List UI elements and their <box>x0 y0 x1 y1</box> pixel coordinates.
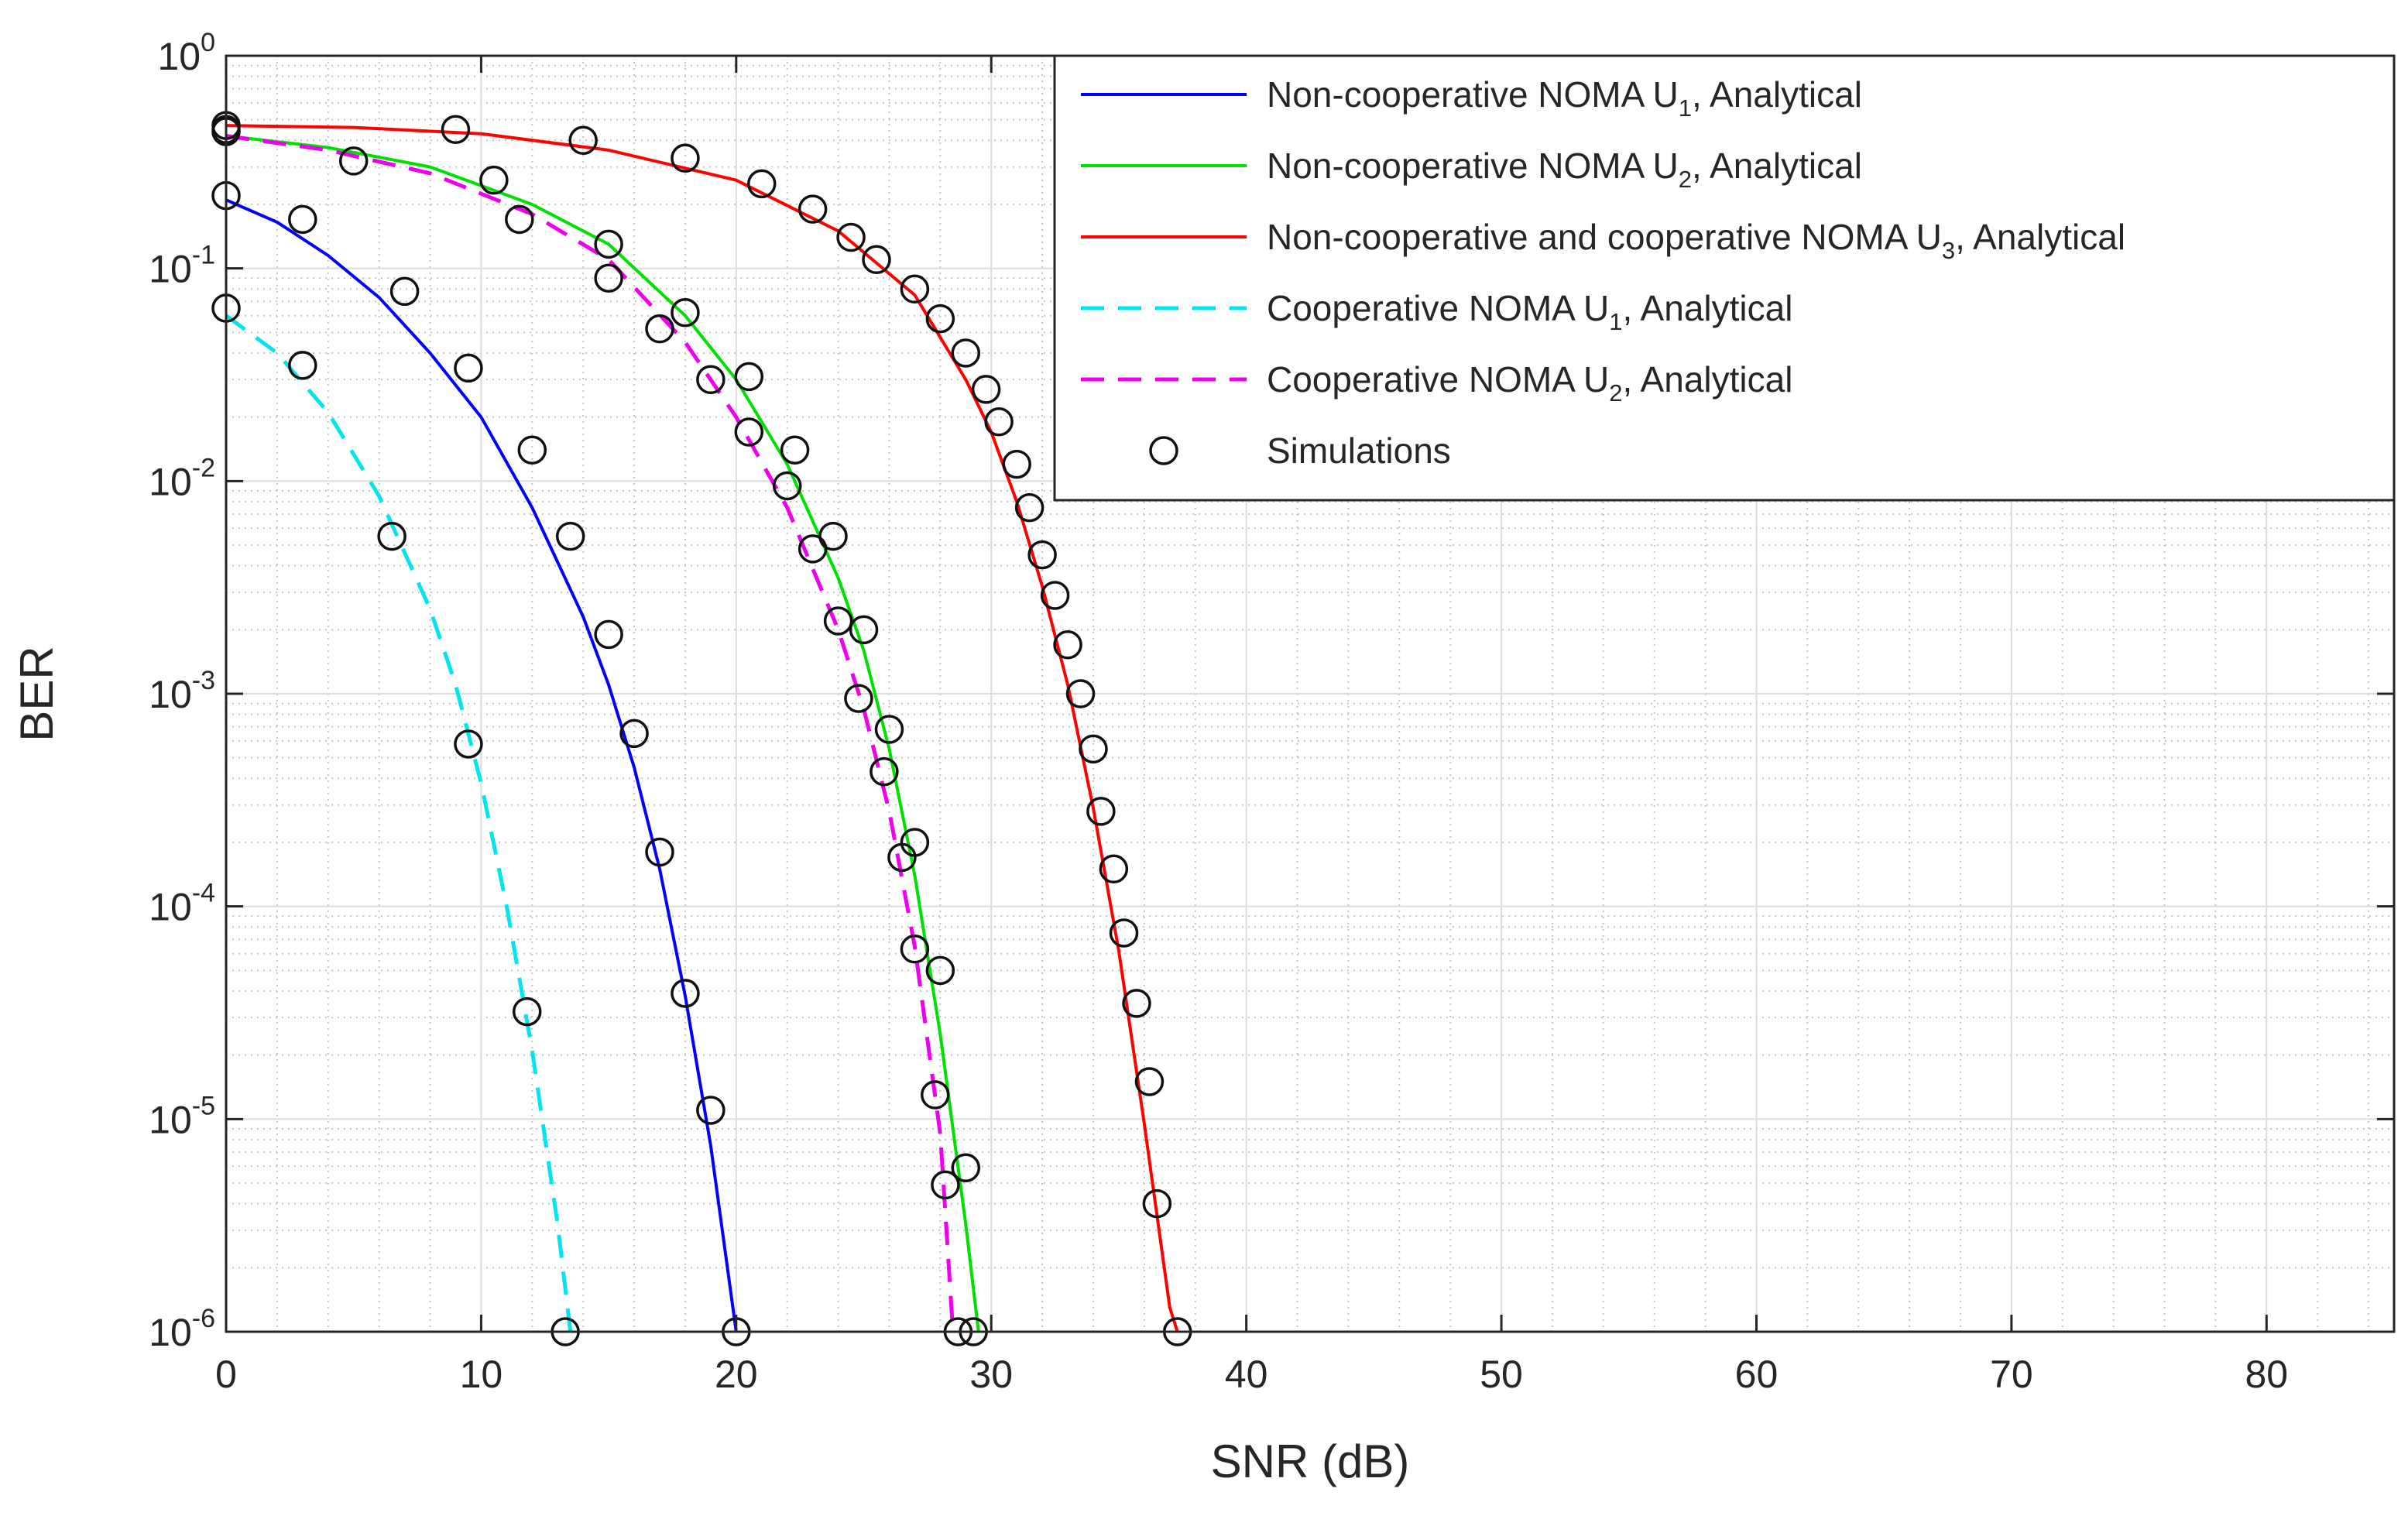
x-tick-label: 60 <box>1735 1353 1779 1396</box>
simulation-marker <box>377 521 406 551</box>
y-tick-label: 100 <box>157 28 215 78</box>
simulation-marker <box>555 521 585 551</box>
simulation-marker <box>1122 989 1151 1018</box>
legend-label-2: Non-cooperative NOMA U2, Analytical <box>1267 146 1862 193</box>
simulation-marker <box>1053 629 1082 660</box>
legend-label-simulations: Simulations <box>1267 430 1451 471</box>
simulation-marker <box>844 684 873 713</box>
simulation-marker <box>696 1096 725 1125</box>
simulation-marker <box>971 375 1001 404</box>
simulation-marker <box>925 304 955 334</box>
simulation-marker <box>1065 679 1096 708</box>
y-tick-label: 10-3 <box>149 666 215 716</box>
simulation-marker <box>594 619 623 650</box>
x-axis-label: SNR (dB) <box>1211 1435 1410 1487</box>
major-grid <box>226 56 2394 1332</box>
simulation-marker <box>931 1170 960 1200</box>
simulation-marker <box>734 417 764 447</box>
simulation-marker <box>951 338 981 368</box>
y-tick-label: 10-4 <box>149 879 215 929</box>
x-tick-label: 20 <box>715 1353 758 1396</box>
simulation-marker <box>798 194 828 224</box>
simulation-marker <box>338 146 369 176</box>
y-tick-label: 10-1 <box>149 241 215 291</box>
y-tick-label: 10-6 <box>149 1304 215 1354</box>
legend-label-1: Non-cooperative NOMA U1, Analytical <box>1267 74 1862 122</box>
simulation-marker <box>671 143 700 173</box>
legend-marker-simulations <box>1149 436 1178 465</box>
simulation-marker <box>645 837 674 867</box>
y-tick-label: 10-5 <box>149 1091 215 1141</box>
simulation-marker <box>479 165 509 195</box>
y-tick-label: 10-2 <box>149 453 215 503</box>
simulation-marker <box>900 828 930 857</box>
simulation-marker <box>1109 918 1139 948</box>
simulation-marker <box>619 719 649 749</box>
simulation-marker <box>818 521 848 551</box>
simulation-marker <box>1040 581 1070 610</box>
simulation-marker <box>1134 1067 1165 1096</box>
x-tick-label: 50 <box>1480 1353 1523 1396</box>
x-tick-label: 0 <box>215 1353 237 1396</box>
simulation-marker <box>951 1153 981 1183</box>
simulation-marker <box>1027 540 1057 570</box>
simulation-marker <box>1099 854 1129 884</box>
simulation-marker <box>454 353 483 383</box>
series-line-5 <box>225 134 955 1333</box>
simulation-markers <box>211 111 1192 1346</box>
simulation-marker <box>900 274 930 304</box>
simulation-marker <box>772 471 802 501</box>
simulation-marker <box>454 729 483 759</box>
simulation-marker <box>734 362 764 392</box>
simulation-marker <box>780 435 810 465</box>
simulation-marker <box>568 125 598 156</box>
simulation-marker <box>288 351 317 380</box>
simulation-marker <box>671 979 700 1008</box>
x-tick-labels: 0 10 20 30 40 50 60 70 80 <box>215 1353 2288 1396</box>
x-tick-label: 30 <box>969 1353 1013 1396</box>
simulation-marker <box>389 276 420 307</box>
simulation-marker <box>747 169 777 199</box>
simulation-marker <box>288 204 317 235</box>
simulation-marker <box>836 222 866 252</box>
simulation-marker <box>1086 797 1116 826</box>
simulation-marker <box>441 115 471 145</box>
simulation-marker <box>671 297 700 328</box>
simulation-marker <box>849 615 879 645</box>
legend-label-4: Cooperative NOMA U1, Analytical <box>1267 288 1792 335</box>
legend-label-3: Non-cooperative and cooperative NOMA U3,… <box>1267 217 2125 264</box>
x-tick-label: 40 <box>1225 1353 1268 1396</box>
simulation-marker <box>862 245 891 275</box>
simulation-marker <box>594 263 623 293</box>
simulation-marker <box>1014 492 1044 523</box>
simulation-marker <box>1079 734 1108 764</box>
simulation-marker <box>874 715 904 744</box>
series-line-1 <box>225 198 738 1333</box>
y-tick-labels: 100 10-1 10-2 10-3 10-4 10-5 10-6 <box>149 28 215 1354</box>
simulation-marker <box>925 955 955 986</box>
legend: Non-cooperative NOMA U1, Analytical Non-c… <box>1053 54 2396 502</box>
simulation-marker <box>921 1080 950 1110</box>
simulation-marker <box>870 756 899 787</box>
simulation-marker <box>594 229 623 259</box>
simulation-marker <box>512 996 542 1027</box>
series-line-4 <box>225 314 573 1333</box>
simulation-marker <box>505 204 534 235</box>
simulation-marker <box>823 606 853 636</box>
simulation-marker <box>1002 449 1031 479</box>
simulation-marker <box>984 407 1014 437</box>
legend-box <box>1053 54 2396 502</box>
simulation-marker <box>645 314 674 344</box>
x-tick-label: 10 <box>460 1353 503 1396</box>
simulation-marker <box>696 365 725 395</box>
legend-label-5: Cooperative NOMA U2, Analytical <box>1267 359 1792 406</box>
y-axis-label: BER <box>11 646 63 741</box>
x-tick-label: 80 <box>2245 1353 2288 1396</box>
simulation-marker <box>517 435 547 465</box>
simulation-marker <box>900 935 930 964</box>
simulation-marker <box>1142 1188 1172 1219</box>
x-tick-label: 70 <box>1990 1353 2033 1396</box>
